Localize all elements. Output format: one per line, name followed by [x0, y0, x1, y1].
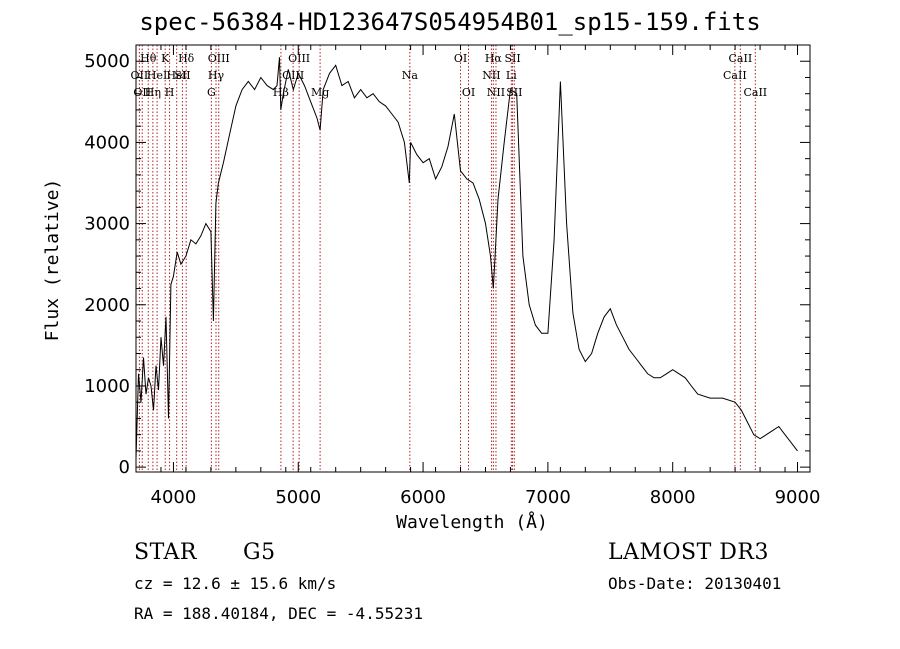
line-label: OIII: [282, 69, 304, 82]
line-label: CaII: [729, 52, 753, 65]
line-label: K: [161, 52, 170, 65]
x-tick-label: 7000: [525, 487, 571, 508]
x-tick-label: 6000: [400, 487, 446, 508]
line-label: Hθ: [140, 52, 157, 65]
x-axis: 4000 5000 6000 7000 8000 9000: [135, 45, 821, 508]
line-label: Na: [402, 69, 419, 82]
line-label: HeI: [166, 69, 186, 82]
chart-title: spec-56384-HD123647S054954B01_sp15-159.f…: [139, 8, 761, 36]
spectrum-line: [135, 57, 798, 460]
line-label: Mg: [311, 86, 329, 99]
y-axis-label: Flux (relative): [42, 179, 63, 342]
line-label: Hη: [145, 86, 161, 99]
y-tick-label: 5000: [84, 51, 130, 72]
spectral-line-markers: [138, 45, 756, 472]
line-label: Hα: [485, 52, 503, 65]
y-tick-label: 0: [119, 457, 130, 478]
line-label: SII: [504, 52, 520, 65]
line-label: G: [207, 86, 216, 99]
line-label: OIII: [208, 52, 230, 65]
line-label: OII: [133, 86, 151, 99]
line-label: SII: [174, 69, 190, 82]
spectral-subclass: G5: [243, 540, 276, 565]
line-label: OIII: [288, 52, 310, 65]
line-label: NII: [487, 86, 505, 99]
line-label: OII: [131, 69, 149, 82]
coordinates: RA = 188.40184, DEC = -4.55231: [134, 604, 423, 623]
object-class: STAR: [134, 540, 197, 565]
line-label: HeI: [147, 69, 167, 82]
survey-name: LAMOST DR3: [608, 540, 769, 565]
x-tick-label: 8000: [650, 487, 696, 508]
line-label: CaII: [723, 69, 747, 82]
x-tick-label: 4000: [151, 487, 197, 508]
redshift-text: cz = 12.6 ± 15.6 km/s: [134, 574, 337, 593]
line-label: NII: [482, 69, 500, 82]
line-label: H: [165, 86, 175, 99]
line-label: Hβ: [273, 86, 289, 99]
y-axis: 0 1000 2000 3000 4000 5000: [84, 44, 810, 478]
line-label: CaII: [743, 86, 767, 99]
y-tick-label: 2000: [84, 295, 130, 316]
spectral-line-labels: OIIOIIHθHηHeIKHHeISIIHδGHγOIIIHβOIIIOIII…: [131, 52, 768, 99]
plot-frame: [135, 44, 811, 473]
x-axis-label: Wavelength (Å): [396, 511, 548, 533]
line-label: SII: [506, 86, 522, 99]
y-tick-label: 3000: [84, 214, 130, 235]
y-tick-label: 4000: [84, 132, 130, 153]
y-tick-label: 1000: [84, 376, 130, 397]
obs-date: Obs-Date: 20130401: [608, 574, 782, 593]
line-label: Hγ: [208, 69, 225, 82]
line-label: OI: [462, 86, 475, 99]
line-label: Hδ: [178, 52, 195, 65]
line-label: OI: [454, 52, 467, 65]
x-tick-label: 9000: [775, 487, 821, 508]
line-label: Li: [506, 69, 517, 82]
x-tick-label: 5000: [275, 487, 321, 508]
